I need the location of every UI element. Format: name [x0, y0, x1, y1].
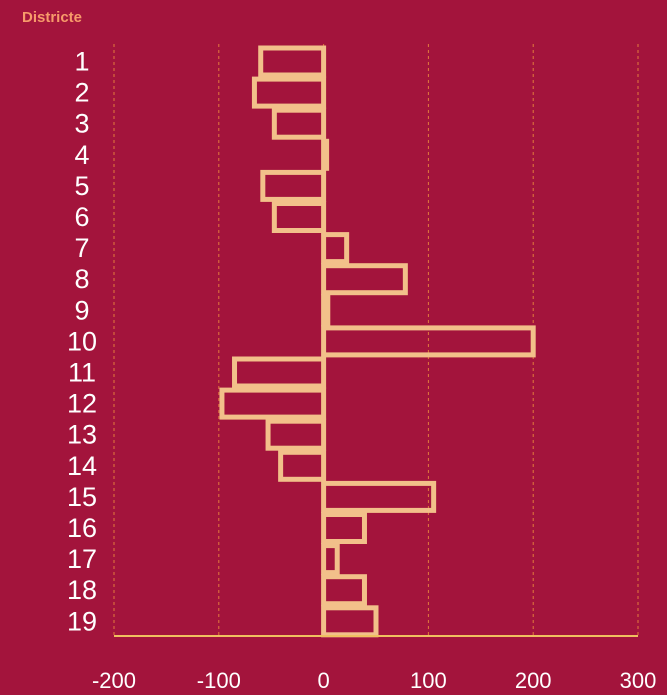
bar [321, 294, 331, 327]
y-tick-label: 6 [74, 202, 89, 232]
y-tick-label: 13 [67, 420, 97, 450]
y-tick-label: 2 [74, 78, 89, 108]
grid-lines [113, 44, 639, 636]
bar [271, 201, 327, 233]
bar [258, 45, 327, 78]
x-tick-label: 200 [515, 668, 552, 693]
bar [321, 574, 367, 607]
bar [251, 76, 327, 109]
y-tick-label: 3 [74, 109, 89, 139]
bar [219, 387, 327, 420]
y-tick-label: 17 [67, 544, 97, 574]
x-tick-label: 300 [620, 668, 657, 693]
y-tick-label: 18 [67, 575, 97, 605]
y-tick-label: 16 [67, 513, 97, 543]
x-tick-label: 0 [317, 668, 329, 693]
bar [321, 543, 340, 576]
bar [260, 169, 327, 202]
bar [321, 480, 437, 513]
bars [219, 45, 536, 638]
chart-title: Districte [22, 9, 82, 26]
y-tick-label: 8 [74, 264, 89, 294]
y-tick-label: 9 [74, 295, 89, 325]
bar [232, 356, 327, 389]
y-tick-label: 19 [67, 606, 97, 636]
bar [321, 138, 330, 171]
x-tick-label: -100 [197, 668, 241, 693]
bar [271, 107, 327, 140]
bar [321, 512, 367, 544]
bar [321, 605, 379, 638]
x-tick-labels: -200 -100 0 100 200 300 [92, 668, 656, 693]
bar [265, 418, 327, 451]
y-tick-label: 11 [68, 358, 96, 388]
bar [278, 449, 327, 482]
y-tick-label: 10 [67, 326, 97, 356]
y-tick-label: 7 [74, 233, 89, 263]
bar [321, 325, 536, 358]
y-tick-label: 1 [74, 47, 89, 77]
y-tick-label: 14 [67, 451, 97, 481]
y-tick-label: 5 [74, 171, 89, 201]
bar [321, 232, 350, 265]
y-tick-label: 4 [74, 140, 89, 170]
y-tick-label: 12 [67, 389, 97, 419]
x-tick-label: 100 [410, 668, 447, 693]
y-tick-label: 15 [67, 482, 97, 512]
bar [321, 263, 408, 296]
x-tick-label: -200 [92, 668, 136, 693]
